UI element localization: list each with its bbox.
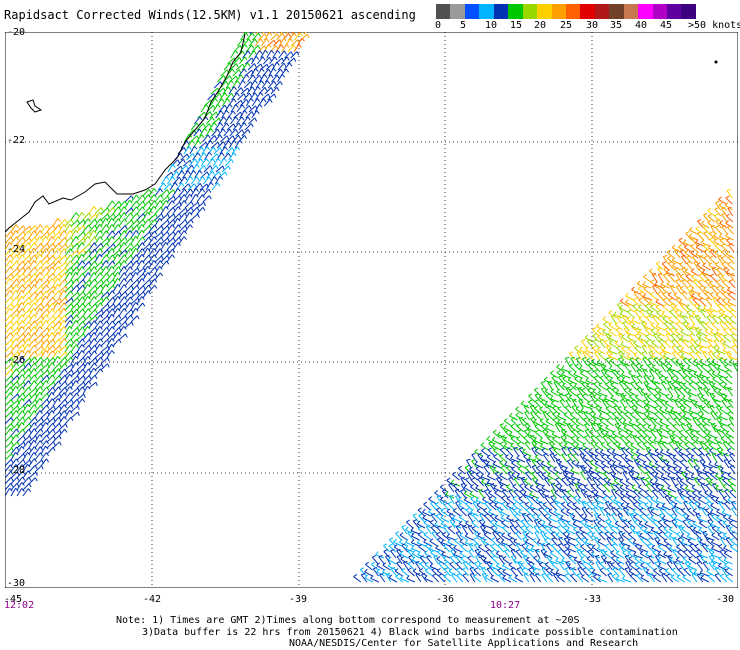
island-outline xyxy=(26,99,43,113)
lat-label-30: -30 xyxy=(7,578,26,589)
colorbar-swatch xyxy=(667,4,682,19)
colorbar-label: 25 xyxy=(560,20,573,31)
colorbar-label: >50 knots xyxy=(688,20,740,31)
footnote-line-1: Note: 1) Times are GMT 2)Times along bot… xyxy=(116,615,580,626)
map-border xyxy=(5,32,738,588)
colorbar-swatch xyxy=(594,4,610,19)
lon-label-45: -45 xyxy=(4,594,23,605)
pass-time-east: 10:27 xyxy=(490,600,521,611)
colorbar-label: 45 xyxy=(660,20,673,31)
colorbar-swatch xyxy=(522,4,538,19)
colorbar-label: 35 xyxy=(610,20,623,31)
wind-map xyxy=(5,32,738,588)
colorbar-label: 0 xyxy=(435,20,442,31)
colorbar-swatch xyxy=(551,4,566,19)
colorbar-swatch xyxy=(638,4,653,19)
colorbar-swatch xyxy=(681,4,696,19)
colorbar-swatch xyxy=(623,4,639,19)
colorbar-swatch xyxy=(493,4,509,19)
colorbar-label: 10 xyxy=(485,20,498,31)
colorbar-swatch xyxy=(464,4,480,19)
footnote-line-3: NOAA/NESDIS/Center for Satellite Applica… xyxy=(289,638,639,649)
graticule xyxy=(5,32,738,588)
colorbar-swatch xyxy=(565,4,581,19)
lon-label-42: -42 xyxy=(143,594,162,605)
lon-label-36: -36 xyxy=(436,594,455,605)
island-dot xyxy=(714,60,718,64)
colorbar-label: 30 xyxy=(586,20,599,31)
colorbar-swatch xyxy=(436,4,451,19)
colorbar-swatch xyxy=(652,4,667,19)
wind-speed-colorbar xyxy=(436,4,696,19)
wind-barbs-east-swath xyxy=(353,189,738,583)
map-title: Rapidsact Corrected Winds(12.5KM) v1.1 2… xyxy=(4,8,416,22)
colorbar-swatch xyxy=(508,4,523,19)
lat-label-20: -20 xyxy=(7,27,26,38)
lon-label-33: -33 xyxy=(583,594,602,605)
lat-label-24: -24 xyxy=(7,244,26,255)
colorbar-swatch xyxy=(609,4,624,19)
colorbar-labels: 0 5 10 15 20 25 30 35 40 45 >50 knots xyxy=(430,20,740,34)
lat-label-28: -28 xyxy=(7,465,26,476)
lon-label-30: -30 xyxy=(716,594,735,605)
lat-label-22: -22 xyxy=(7,135,26,146)
pass-time-west: 12:02 xyxy=(4,600,35,611)
colorbar-label: 20 xyxy=(534,20,547,31)
colorbar-label: 15 xyxy=(510,20,523,31)
colorbar-swatch xyxy=(580,4,595,19)
footnote-line-2: 3)Data buffer is 22 hrs from 20150621 4)… xyxy=(142,627,678,638)
coastline-path xyxy=(5,33,246,233)
colorbar-swatch xyxy=(537,4,552,19)
colorbar-label: 40 xyxy=(635,20,648,31)
wind-barbs-west-swath xyxy=(5,32,310,497)
colorbar-swatch xyxy=(479,4,494,19)
colorbar-label: 5 xyxy=(460,20,467,31)
lon-label-39: -39 xyxy=(289,594,308,605)
lat-label-26: -26 xyxy=(7,355,26,366)
coastline xyxy=(5,33,718,233)
colorbar-swatch xyxy=(450,4,465,19)
